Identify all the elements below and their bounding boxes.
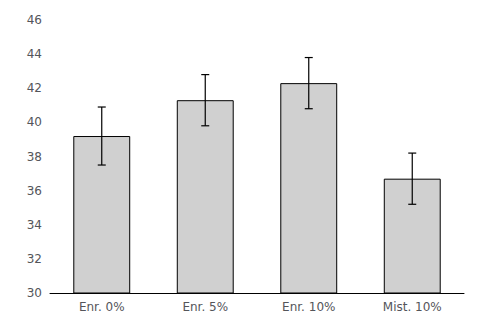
- svg-text:30: 30: [27, 286, 42, 300]
- svg-text:Enr. 5%: Enr. 5%: [182, 300, 228, 314]
- svg-text:Mist. 10%: Mist. 10%: [383, 300, 442, 314]
- svg-text:32: 32: [27, 252, 42, 266]
- svg-text:Enr. 10%: Enr. 10%: [282, 300, 335, 314]
- svg-text:46: 46: [27, 13, 42, 27]
- svg-text:38: 38: [27, 150, 42, 164]
- svg-text:Enr. 0%: Enr. 0%: [79, 300, 125, 314]
- svg-text:44: 44: [27, 47, 42, 61]
- svg-text:42: 42: [27, 81, 42, 95]
- svg-text:40: 40: [27, 115, 42, 129]
- svg-text:36: 36: [27, 184, 42, 198]
- svg-text:34: 34: [27, 218, 42, 232]
